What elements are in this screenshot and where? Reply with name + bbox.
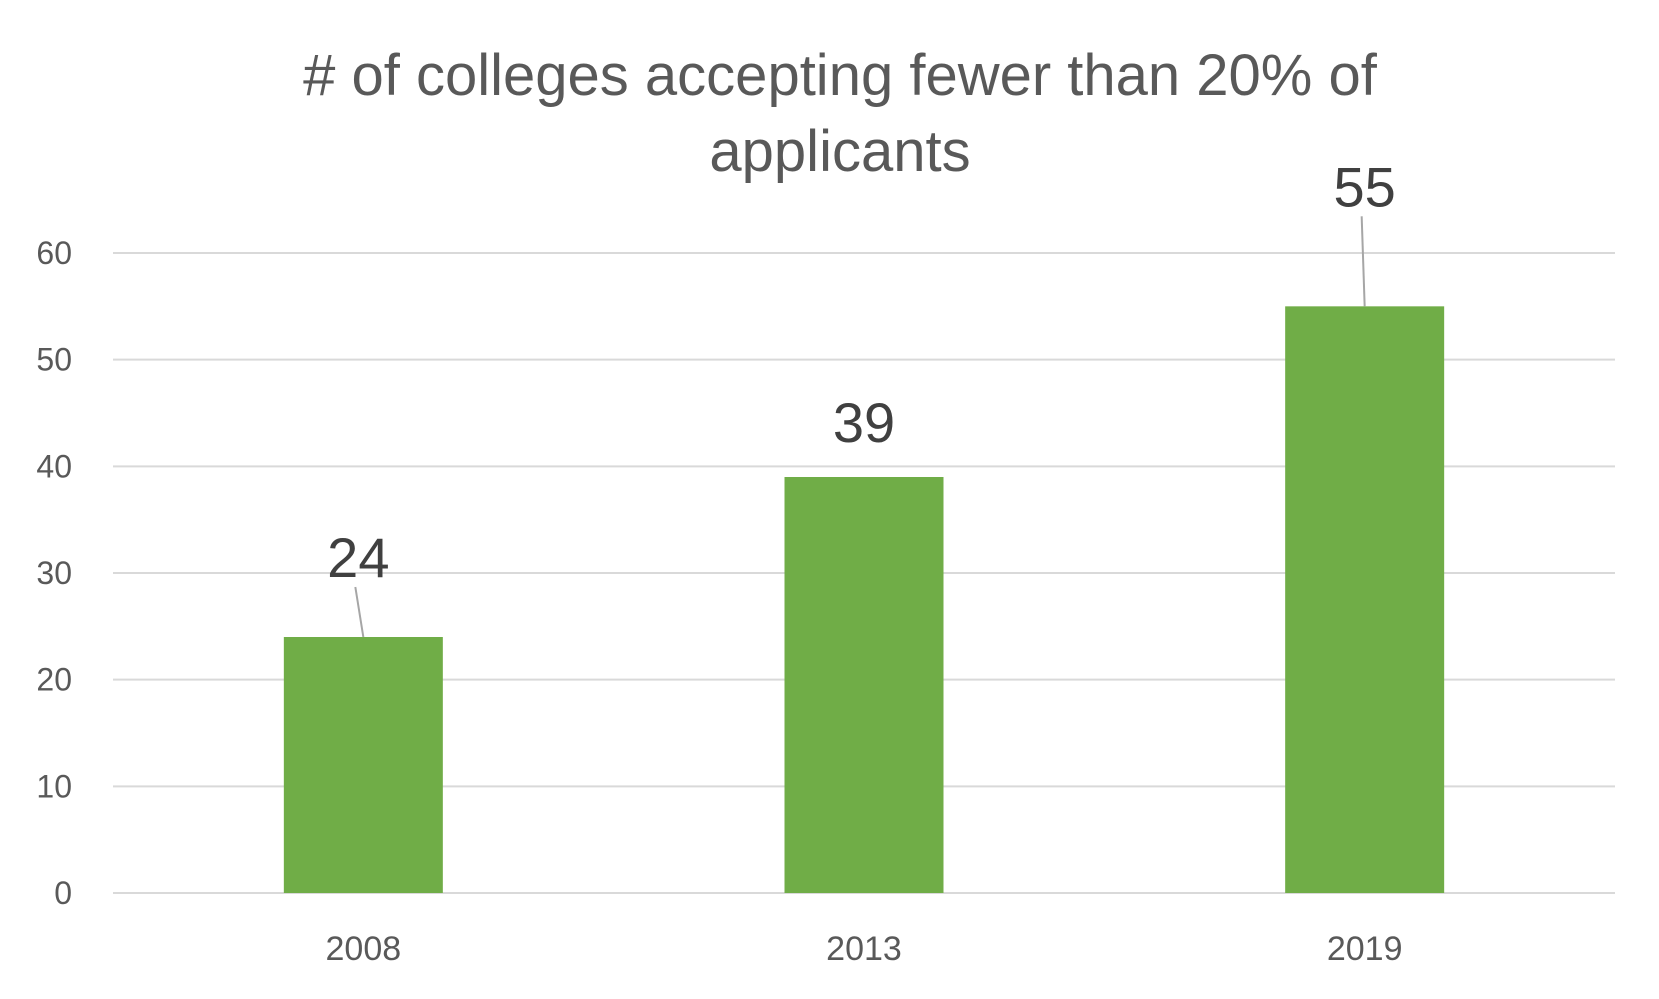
y-tick-label: 50	[36, 342, 72, 378]
y-tick-label: 10	[36, 768, 72, 804]
x-axis: 2008 2013 2019	[326, 930, 1403, 968]
bars	[283, 306, 1445, 893]
x-tick-label: 2019	[1327, 930, 1403, 968]
chart-title: # of colleges accepting fewer than 20% o…	[303, 43, 1377, 184]
x-tick-label: 2013	[826, 930, 902, 968]
data-label-2013: 39	[833, 391, 895, 454]
bar-2008	[283, 637, 443, 893]
y-tick-label: 0	[54, 875, 72, 911]
data-label-2019: 55	[1334, 155, 1396, 218]
bar-2019	[1285, 306, 1445, 893]
y-tick-label: 60	[36, 235, 72, 271]
y-tick-label: 30	[36, 555, 72, 591]
y-axis: 0 10 20 30 40 50 60	[36, 235, 72, 911]
data-label-2008: 24	[327, 526, 389, 589]
leader-line	[354, 586, 365, 638]
leader-line	[1360, 216, 1366, 307]
bar-2013	[784, 477, 944, 893]
y-tick-label: 20	[36, 662, 72, 698]
data-labels: 24 39 55	[327, 155, 1396, 589]
leader-lines	[354, 216, 1366, 638]
x-tick-label: 2008	[326, 930, 402, 968]
y-tick-label: 40	[36, 448, 72, 484]
